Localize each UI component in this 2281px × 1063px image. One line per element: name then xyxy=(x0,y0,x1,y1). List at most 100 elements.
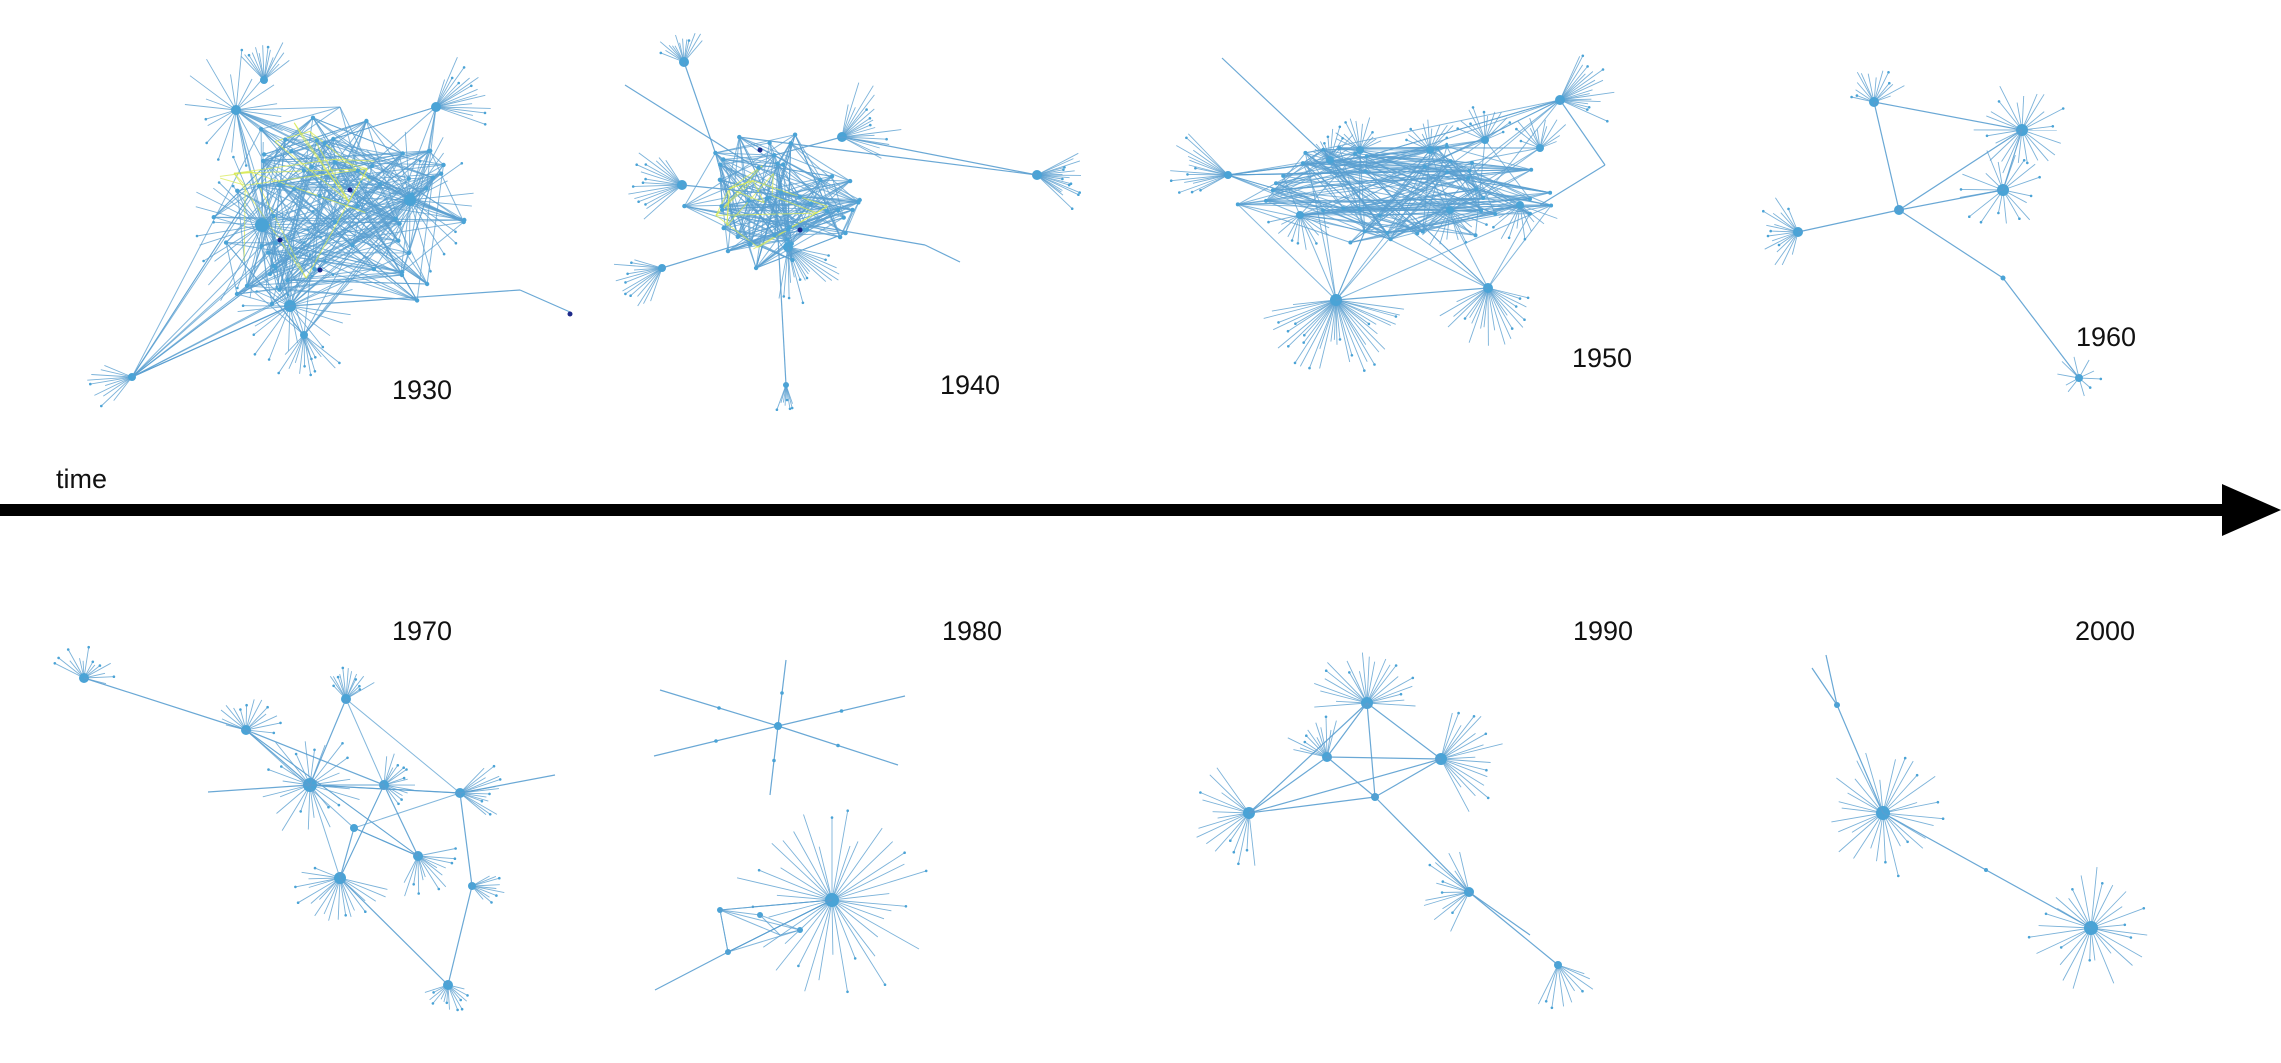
network-edge xyxy=(787,246,839,281)
network-edge xyxy=(1335,299,1397,317)
network-node xyxy=(1463,317,1467,320)
network-edge xyxy=(2002,163,2036,191)
network-edge xyxy=(435,82,460,108)
network-edge xyxy=(403,855,419,883)
network-edge xyxy=(435,106,486,125)
network-node xyxy=(1479,208,1483,213)
network-edge xyxy=(287,279,428,285)
network-edge xyxy=(1483,287,1489,328)
network-edge xyxy=(661,229,789,269)
network-node xyxy=(275,285,279,289)
network-edge xyxy=(1299,214,1317,244)
network-node xyxy=(1373,363,1376,366)
network-node xyxy=(1287,345,1290,348)
year-label-1970: 1970 xyxy=(392,616,452,646)
network-node xyxy=(240,48,244,52)
network-edge xyxy=(1303,299,1337,336)
network-edge xyxy=(1838,801,1884,814)
network-edge xyxy=(737,154,775,238)
network-edge xyxy=(759,914,801,931)
network-node xyxy=(217,158,220,161)
network-edge xyxy=(261,224,301,289)
network-edge xyxy=(1440,758,1487,771)
network-node xyxy=(396,238,401,243)
network-edge xyxy=(1449,209,1472,236)
network-node xyxy=(277,371,281,375)
network-edge xyxy=(113,376,133,401)
network-edge xyxy=(1335,205,1552,301)
network-node xyxy=(717,177,723,182)
network-node xyxy=(442,252,446,256)
network-edge xyxy=(1329,159,1532,171)
network-edge xyxy=(721,205,839,211)
network-edge xyxy=(1335,299,1375,365)
network-1980 xyxy=(653,659,928,994)
network-edge xyxy=(841,136,887,140)
network-edge xyxy=(90,376,133,385)
network-edge xyxy=(332,138,399,241)
network-node xyxy=(2142,907,2146,910)
network-node xyxy=(498,778,502,781)
network-node xyxy=(1451,911,1454,914)
network-edge xyxy=(417,855,446,869)
network-node xyxy=(350,243,355,248)
network-edge xyxy=(368,176,411,201)
network-edge xyxy=(1498,204,1521,219)
network-edge xyxy=(1248,702,1368,814)
network-edge xyxy=(2055,897,2092,929)
network-edge xyxy=(831,899,886,985)
network-node xyxy=(1302,341,1305,344)
network-edge xyxy=(328,877,341,921)
network-edge xyxy=(261,166,296,226)
network-node xyxy=(460,162,464,165)
network-edge xyxy=(411,150,431,195)
network-edge xyxy=(87,376,133,381)
network-node xyxy=(1587,106,1591,109)
network-edge xyxy=(1764,231,1799,250)
network-edge xyxy=(404,131,411,201)
network-edge xyxy=(294,334,305,364)
network-edge xyxy=(1559,99,1590,108)
network-node xyxy=(719,204,724,209)
network-node xyxy=(2088,959,2091,962)
network-node xyxy=(1548,190,1553,195)
network-edge xyxy=(1297,214,1301,244)
network-edge xyxy=(1299,214,1330,236)
network-edge xyxy=(646,184,683,209)
network-edge xyxy=(309,784,360,801)
network-edge xyxy=(263,49,271,81)
network-edge xyxy=(715,152,775,156)
network-edge xyxy=(719,899,833,911)
network-edge xyxy=(1468,287,1489,343)
network-node xyxy=(1435,146,1440,151)
network-edge xyxy=(2090,867,2098,929)
network-edge xyxy=(1176,145,1229,176)
network-edge xyxy=(471,884,500,887)
network-node xyxy=(1077,193,1080,196)
network-node xyxy=(231,105,241,115)
network-edge xyxy=(1366,664,1391,704)
network-node xyxy=(2027,935,2031,939)
network-edge xyxy=(317,138,334,233)
network-edge xyxy=(235,109,247,166)
network-node xyxy=(296,901,300,904)
network-edge xyxy=(1876,812,1884,862)
network-edge xyxy=(213,187,263,226)
network-node xyxy=(1445,142,1448,146)
network-edge xyxy=(831,870,927,901)
network-edge xyxy=(831,841,894,901)
network-node xyxy=(66,648,70,651)
network-node xyxy=(830,816,834,819)
network-edge xyxy=(841,136,1038,176)
network-edge xyxy=(1366,702,1376,798)
network-edge xyxy=(2021,93,2038,131)
network-node xyxy=(460,1007,464,1011)
network-node xyxy=(2061,107,2065,110)
network-edge xyxy=(1374,758,1442,798)
network-edge xyxy=(289,289,521,307)
network-node xyxy=(2038,175,2041,179)
network-node xyxy=(630,261,633,265)
network-edge xyxy=(259,173,442,187)
network-edge xyxy=(755,198,768,269)
network-node xyxy=(294,752,298,756)
